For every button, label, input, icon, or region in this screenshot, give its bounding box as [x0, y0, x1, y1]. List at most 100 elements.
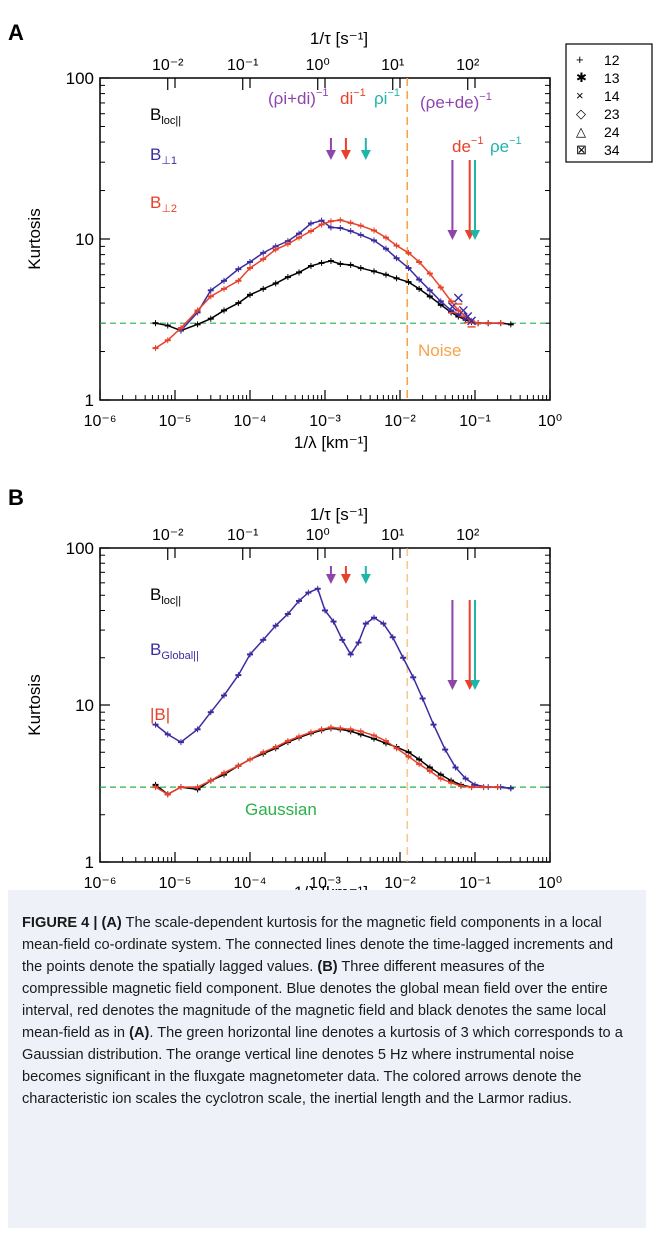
- chart-panel-a: A 10⁻⁶ 10⁻⁵ 10⁻⁴ 10⁻³ 10⁻² 10⁻¹ 10⁰ 1 10 100 10⁻² 10…: [8, 20, 653, 452]
- figure-4: A 10⁻⁶ 10⁻⁵ 10⁻⁴ 10⁻³ 10⁻² 10⁻¹ 10⁰ 1 10 100 10⁻² 10…: [8, 20, 653, 900]
- top-tick-label: 10⁻¹: [227, 57, 259, 74]
- series-label-sub: ⊥1: [161, 155, 177, 167]
- x-tick-label: 10⁻²: [384, 413, 416, 430]
- top-tick-label: 10¹: [381, 527, 404, 544]
- chart-panel-b: B 10⁻⁶ 10⁻⁵ 10⁻⁴ 10⁻³ 10⁻² 10⁻¹ 10⁰ 1 10 100 10⁻² 10…: [8, 485, 562, 900]
- caption-part: (B): [317, 959, 338, 975]
- x-tick-label: 10⁻²: [384, 875, 416, 892]
- x-tick-label: 10⁰: [538, 413, 562, 430]
- top-tick-label: 10⁻²: [152, 57, 184, 74]
- arrow-label-sup: −1: [509, 135, 522, 147]
- caption-part: (A): [129, 1025, 150, 1041]
- legend-marker: ✱: [576, 70, 587, 85]
- x-tick-label: 10⁻⁴: [233, 413, 266, 430]
- y-tick-label: 1: [85, 391, 94, 410]
- arrow-label-sup: −1: [471, 135, 484, 147]
- spatial-point: [458, 305, 468, 315]
- y-axis-label: Kurtosis: [25, 208, 44, 269]
- arrow-head: [325, 574, 336, 584]
- legend-entry: 14: [604, 88, 620, 104]
- legend-entry: 23: [604, 106, 620, 122]
- y-axis-label: Kurtosis: [25, 674, 44, 735]
- x-tick-label: 10⁻¹: [459, 875, 491, 892]
- arrow-label: (ρi+di)−1: [268, 87, 328, 108]
- arrow-head: [360, 574, 371, 584]
- top-tick-label: 10²: [456, 527, 480, 544]
- spatial-point: [467, 316, 477, 326]
- top-tick-label: 10⁰: [306, 57, 330, 74]
- series-label-sub: ⊥2: [161, 203, 177, 215]
- series-label: Bloc||: [150, 585, 181, 607]
- arrow-head: [325, 150, 336, 160]
- caption-part: Three different measures of the compress…: [22, 959, 608, 1041]
- arrow-head: [447, 680, 458, 690]
- series-label-sub: loc||: [161, 595, 181, 607]
- top-tick-label: 10⁰: [306, 527, 330, 544]
- legend-entry: 12: [604, 52, 620, 68]
- series-label: Bloc||: [150, 105, 181, 127]
- legend-entry: 13: [604, 70, 620, 86]
- legend-entry: 24: [604, 124, 620, 140]
- spatial-legend: +12 ✱ 13 × 14 ◇ 23 △ 24 ⊠ 34: [565, 43, 653, 163]
- arrow-head: [340, 574, 351, 584]
- gaussian-label: Gaussian: [245, 800, 317, 819]
- legend-box: [565, 43, 653, 163]
- arrow-head: [340, 150, 351, 160]
- x-tick-label: 10⁻⁵: [159, 413, 192, 430]
- legend-marker: △: [576, 124, 586, 139]
- caption-part: FIGURE 4 |: [22, 915, 102, 931]
- top-tick-label: 10²: [456, 57, 480, 74]
- arrow-label: ρe−1: [490, 135, 522, 156]
- panel-label: A: [8, 20, 24, 45]
- arrow-label-sup: −1: [316, 87, 329, 99]
- y-tick-label: 10: [75, 696, 94, 715]
- series-line: [155, 587, 511, 789]
- x-tick-label: 10⁻⁶: [84, 413, 117, 430]
- series-label: |B|: [150, 705, 170, 724]
- top-tick-label: 10⁻¹: [227, 527, 259, 544]
- legend-marker: ◇: [576, 106, 586, 121]
- x-tick-label: 10⁻⁶: [84, 875, 117, 892]
- series-label: B⊥2: [150, 193, 177, 215]
- arrow-label-sup: −1: [479, 91, 492, 103]
- arrow-label: di−1: [340, 87, 366, 108]
- caption-part: The scale-dependent kurtosis for the mag…: [22, 915, 614, 975]
- top-tick-label: 10¹: [381, 57, 404, 74]
- x-axis-label: 1/λ [km⁻¹]: [294, 433, 368, 452]
- arrow-head: [470, 230, 480, 240]
- top-axis-label: 1/τ [s⁻¹]: [310, 29, 368, 48]
- series-line: [155, 219, 501, 349]
- arrow-label: de−1: [452, 135, 483, 156]
- y-tick-label: 10: [75, 230, 94, 249]
- arrow-label-sup: −1: [353, 87, 366, 99]
- x-tick-label: 10⁻¹: [459, 413, 491, 430]
- panel-label: B: [8, 485, 24, 510]
- series-label: B⊥1: [150, 145, 177, 167]
- x-tick-label: 10⁻³: [309, 413, 341, 430]
- caption-part: . The green horizontal line denotes a ku…: [22, 1025, 623, 1107]
- y-tick-label: 100: [66, 69, 94, 88]
- legend-marker: ×: [576, 88, 584, 103]
- noise-label: Noise: [418, 341, 461, 360]
- spatial-point: [453, 293, 463, 303]
- arrow-head: [360, 150, 371, 160]
- arrow-label: ρi−1: [374, 87, 400, 108]
- series-label: BGlobal||: [150, 640, 199, 662]
- y-tick-label: 1: [85, 853, 94, 872]
- arrow-head: [447, 230, 458, 240]
- top-axis-label: 1/τ [s⁻¹]: [310, 505, 368, 524]
- series-label-sub: Global||: [161, 650, 199, 662]
- arrow-label: (ρe+de)−1: [420, 91, 492, 112]
- x-tick-label: 10⁻⁴: [233, 875, 266, 892]
- x-tick-label: 10⁻³: [309, 875, 341, 892]
- x-tick-label: 10⁰: [538, 875, 562, 892]
- caption-part: (A): [101, 915, 122, 931]
- figure-caption: FIGURE 4 | (A) The scale-dependent kurto…: [8, 890, 646, 1228]
- legend-entry: 34: [604, 142, 620, 158]
- x-tick-label: 10⁻⁵: [159, 875, 192, 892]
- arrow-label-sup: −1: [387, 87, 400, 99]
- series-line: [180, 219, 489, 332]
- series-label-sub: loc||: [161, 115, 181, 127]
- legend-marker: ⊠: [576, 142, 587, 157]
- arrow-head: [470, 680, 480, 690]
